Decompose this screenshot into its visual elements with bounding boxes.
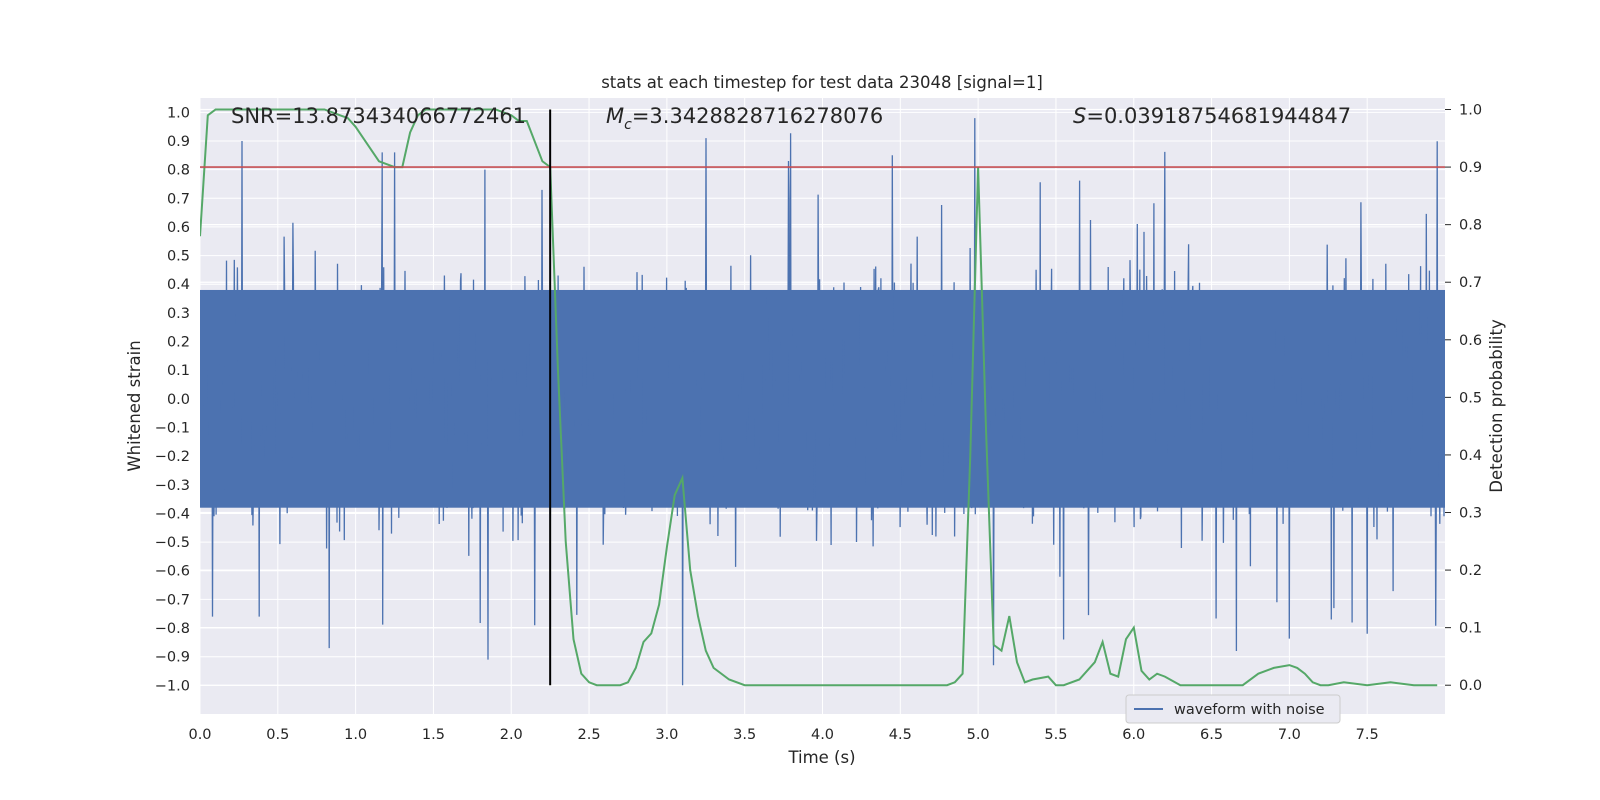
y-tick-label-left: 0.7 [167,191,190,207]
x-tick-label: 5.5 [1044,727,1067,743]
y-tick-label-left: −0.8 [155,621,190,637]
y-tick-label-left: 1.0 [167,105,190,121]
x-tick-label: 1.5 [422,727,445,743]
y-tick-label-left: −0.4 [155,506,190,522]
x-tick-label: 6.5 [1200,727,1223,743]
mc-symbol: M [606,104,624,128]
strain-line [200,118,1445,686]
markers [200,109,1445,686]
y-tick-label-right: 0.8 [1459,218,1482,234]
x-tick-label: 0.0 [188,727,211,743]
y-tick-label-left: 0.2 [167,335,190,351]
y-tick-label-right: 0.5 [1459,390,1482,406]
x-tick-label: 3.5 [733,727,756,743]
y-tick-label-right: 0.7 [1459,275,1482,291]
s-value: =0.03918754681944847 [1086,104,1351,128]
y-axis-label-right: Detection probability [1487,319,1506,493]
x-tick-label: 3.0 [655,727,678,743]
x-tick-label: 4.5 [889,727,912,743]
x-tick-label: 4.0 [811,727,834,743]
legend-box [1125,694,1341,724]
mc-annotation: Mc=3.3428828716278076 [606,104,883,133]
snr-annotation: SNR=13.873434066772461 [231,104,526,128]
x-tick-label: 6.0 [1122,727,1145,743]
legend: waveform with noise [1125,694,1341,724]
y-tick-label-left: −0.5 [155,535,190,551]
y-tick-label-right: 0.0 [1459,678,1482,694]
y-tick-label-left: 0.0 [167,392,190,408]
x-tick-label: 5.0 [967,727,990,743]
y-tick-label-left: 0.3 [167,306,190,322]
y-tick-label-left: −0.6 [155,564,190,580]
y-tick-label-left: 0.9 [167,134,190,150]
y-tick-label-left: −1.0 [155,678,190,694]
ticks: 0.0 0.5 1.0 1.5 2.0 2.5 3.0 3.5 4.0 4.5 5.0 5.5 6.0 6… [155,103,1482,743]
s-symbol: S [1073,104,1086,128]
y-tick-label-right: 0.3 [1459,506,1482,522]
y-tick-label-left: 0.4 [167,277,190,293]
x-tick-label: 2.0 [500,727,523,743]
y-tick-label-right: 1.0 [1459,103,1482,119]
y-tick-label-right: 0.6 [1459,333,1482,349]
chart-title: stats at each timestep for test data 230… [601,73,1043,92]
mc-value: =3.3428828716278076 [632,104,883,128]
y-tick-label-right: 0.4 [1459,448,1482,464]
x-tick-label: 2.5 [578,727,601,743]
legend-label: waveform with noise [1174,702,1325,718]
y-tick-label-left: 0.1 [167,363,190,379]
y-tick-label-left: −0.7 [155,592,190,608]
y-tick-label-left: 0.8 [167,163,190,179]
y-tick-label-left: −0.2 [155,449,190,465]
x-tick-label: 7.0 [1278,727,1301,743]
y-tick-label-left: −0.1 [155,420,190,436]
x-axis-label: Time (s) [787,748,855,767]
mc-subscript: c [624,117,632,133]
y-tick-label-left: 0.5 [167,249,190,265]
y-tick-label-right: 0.9 [1459,160,1482,176]
y-axis-label-left: Whitened strain [125,340,144,471]
y-tick-label-right: 0.2 [1459,563,1482,579]
y-tick-label-left: −0.9 [155,650,190,666]
s-annotation: S=0.03918754681944847 [1073,104,1351,128]
x-tick-label: 1.0 [344,727,367,743]
y-tick-label-left: 0.6 [167,220,190,236]
strain-series [200,118,1445,686]
y-tick-label-right: 0.1 [1459,621,1482,637]
x-tick-label: 0.5 [266,727,289,743]
x-tick-label: 7.5 [1356,727,1379,743]
y-tick-label-left: −0.3 [155,478,190,494]
